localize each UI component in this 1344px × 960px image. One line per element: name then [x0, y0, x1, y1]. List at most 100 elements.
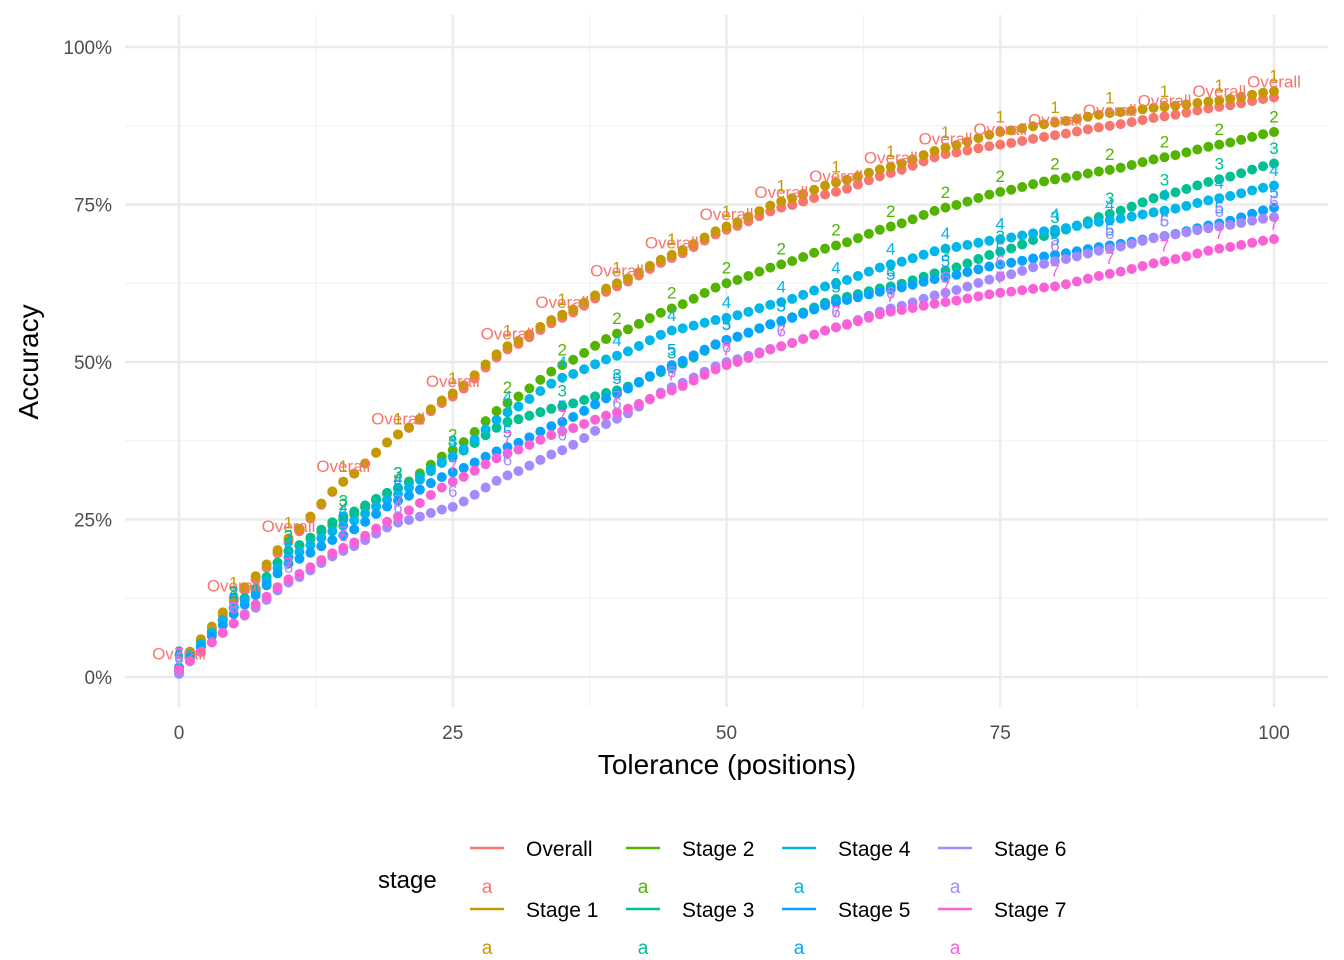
legend-key-glyph: a — [794, 938, 805, 959]
data-point — [1258, 87, 1269, 98]
data-point — [1050, 256, 1060, 267]
data-point — [174, 664, 184, 675]
legend-item-stage-7: a Stage 7 — [938, 899, 1066, 959]
data-point — [874, 171, 885, 182]
data-point — [863, 228, 874, 239]
data-point — [896, 282, 907, 293]
data-point — [513, 466, 524, 477]
data-point — [984, 129, 995, 140]
data-point — [513, 437, 524, 448]
point-label: 3 — [777, 296, 786, 315]
data-point — [809, 329, 820, 340]
point-label: 5 — [284, 539, 293, 558]
point-label: 3 — [996, 227, 1005, 246]
data-point — [217, 620, 228, 631]
point-label: 4 — [503, 388, 512, 407]
point-label: 2 — [667, 284, 676, 303]
data-point — [743, 306, 754, 317]
data-point — [918, 293, 929, 304]
data-point — [644, 371, 655, 382]
point-label: Overall — [1028, 110, 1082, 129]
data-point — [513, 414, 524, 425]
data-point — [1269, 234, 1279, 245]
data-point — [831, 278, 841, 289]
data-point — [1214, 139, 1225, 150]
point-label: Overall — [1138, 92, 1192, 111]
data-point — [1181, 147, 1192, 158]
data-point — [1159, 152, 1170, 163]
data-point — [929, 205, 940, 216]
point-label: 6 — [1269, 192, 1278, 211]
data-point — [1017, 239, 1028, 250]
data-point — [688, 320, 699, 331]
point-label: 6 — [612, 394, 621, 413]
data-point — [228, 618, 239, 629]
legend-item-stage-5: a Stage 5 — [782, 899, 910, 959]
data-point — [896, 218, 907, 229]
data-point — [294, 553, 305, 564]
point-label: 1 — [448, 369, 457, 388]
point-label: 6 — [284, 558, 293, 577]
point-label: Overall — [809, 167, 863, 186]
data-point — [1028, 262, 1039, 273]
data-point — [491, 446, 502, 457]
data-point — [1214, 95, 1225, 106]
data-point — [1082, 218, 1093, 229]
data-point — [1093, 166, 1104, 177]
data-point — [491, 414, 502, 425]
data-point — [874, 164, 885, 175]
data-point — [798, 289, 809, 300]
data-point — [1148, 193, 1159, 204]
point-label: 6 — [1050, 236, 1059, 255]
point-label: 3 — [1160, 170, 1169, 189]
data-point — [655, 389, 666, 400]
data-point — [1225, 241, 1236, 252]
point-label: 2 — [174, 643, 183, 662]
data-point — [1115, 205, 1126, 216]
data-point — [1148, 154, 1159, 165]
point-label: Overall — [700, 205, 754, 224]
data-point — [371, 501, 382, 512]
point-label: 4 — [284, 533, 293, 552]
legend-key-glyph: a — [482, 938, 493, 959]
data-point — [710, 282, 721, 293]
data-point — [973, 254, 984, 265]
data-point — [436, 482, 447, 493]
point-label: 1 — [1050, 98, 1059, 117]
data-point — [622, 346, 633, 357]
data-point — [1137, 104, 1148, 115]
series-labels-stage-4: 4 4 4 4 4 4 4 4 4 4 4 4 4 4 4 4 4 4 4 4 4 — [174, 161, 1278, 662]
point-label: 2 — [339, 495, 348, 514]
data-point — [1115, 213, 1126, 224]
data-point — [1006, 184, 1017, 195]
data-point — [831, 297, 841, 308]
data-point — [305, 511, 316, 522]
point-label: 5 — [996, 240, 1005, 259]
point-label: 1 — [1269, 66, 1278, 85]
data-point — [513, 401, 524, 412]
data-point — [732, 275, 743, 286]
data-point — [250, 599, 261, 610]
data-point — [962, 281, 973, 292]
point-label: 3 — [886, 262, 895, 281]
point-label: 4 — [448, 432, 457, 451]
data-point — [721, 278, 732, 289]
point-label: 3 — [229, 583, 238, 602]
series-points-stage-7 — [174, 234, 1279, 675]
data-point — [1006, 269, 1017, 280]
data-point — [973, 143, 984, 154]
data-point — [546, 378, 557, 389]
data-point — [349, 524, 360, 535]
point-label: 7 — [393, 492, 402, 511]
data-point — [393, 495, 403, 506]
data-point — [425, 404, 436, 415]
data-point — [995, 139, 1006, 150]
data-point — [973, 264, 984, 275]
point-label: 7 — [229, 599, 238, 618]
data-point — [305, 540, 316, 551]
data-point — [338, 476, 349, 487]
data-point — [962, 258, 973, 269]
point-label: 7 — [1215, 224, 1224, 243]
data-point — [579, 348, 590, 359]
data-point — [557, 309, 568, 320]
